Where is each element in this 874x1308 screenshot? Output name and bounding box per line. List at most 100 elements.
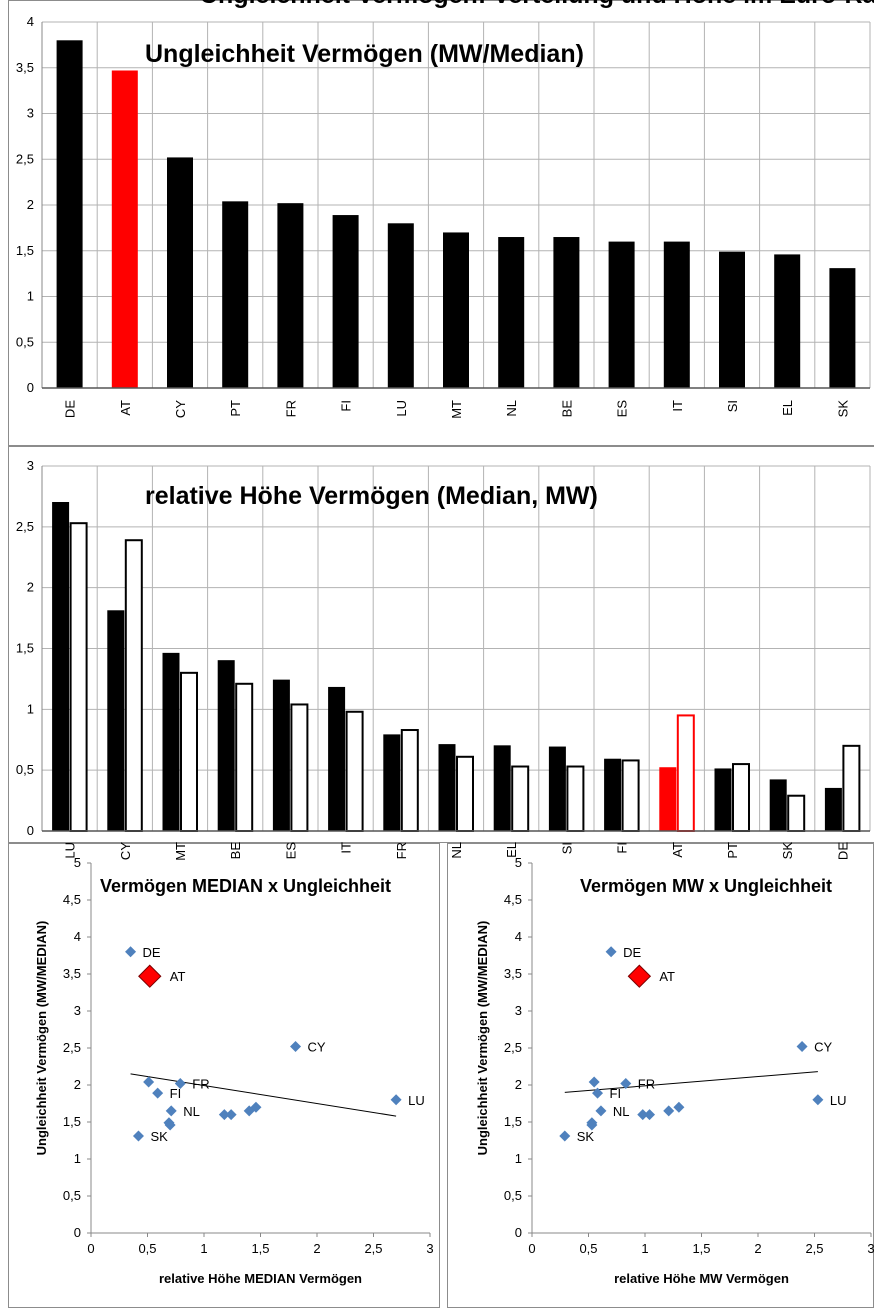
- point-ES: [644, 1109, 656, 1121]
- trendline: [130, 1073, 397, 1117]
- point-IT: [637, 1109, 649, 1121]
- y-tick-label: 2: [27, 580, 34, 595]
- chart-title: Ungleichheit Vermögen (MW/Median): [145, 40, 584, 68]
- x-tick-label: BE: [559, 400, 574, 418]
- x-tick-label: SK: [780, 842, 795, 860]
- y-tick-label: 0: [27, 823, 34, 838]
- x-tick-label: PT: [228, 400, 243, 417]
- point-label-NL: NL: [183, 1104, 200, 1119]
- x-tick-label: 2: [754, 1241, 761, 1256]
- x-tick-label: NL: [504, 400, 519, 417]
- point-ES: [225, 1109, 237, 1121]
- y-axis-label: Ungleichheit Vermögen (MW/MEDIAN): [475, 921, 490, 1156]
- x-tick-label: EL: [780, 400, 795, 416]
- x-tick-label: 1,5: [251, 1241, 269, 1256]
- point-CY: [796, 1041, 808, 1053]
- y-axis-label: Ungleichheit Vermögen (MW/MEDIAN): [34, 921, 49, 1156]
- bar-mean-DE: [842, 744, 861, 832]
- bar-PT: [222, 201, 249, 388]
- x-tick-label: DE: [835, 842, 850, 860]
- bar-BE: [553, 237, 580, 388]
- y-tick-label: 1,5: [504, 1114, 522, 1129]
- x-tick-label: SI: [559, 842, 574, 854]
- x-axis-label: relative Höhe MEDIAN Vermögen: [159, 1271, 362, 1286]
- bar-IT: [663, 241, 690, 388]
- bar-mean-FI: [621, 759, 640, 833]
- x-tick-label: FR: [394, 842, 409, 859]
- bar-LU: [387, 223, 414, 388]
- y-tick-label: 2: [515, 1077, 522, 1092]
- point-NL: [165, 1105, 177, 1117]
- bar-median-PT: [714, 768, 732, 832]
- bar-mean-SK: [787, 794, 806, 833]
- x-tick-label: IT: [670, 400, 685, 412]
- bar-mean-CY: [124, 539, 143, 832]
- point-FI: [152, 1087, 164, 1099]
- bar-median-MT: [162, 652, 180, 832]
- y-tick-label: 5: [74, 855, 81, 870]
- bar-ES: [608, 241, 635, 388]
- point-label-FR: FR: [638, 1077, 655, 1092]
- bar-median-FI: [604, 758, 622, 832]
- point-label-AT: AT: [659, 969, 675, 984]
- point-DE: [125, 946, 137, 958]
- point-SK: [132, 1130, 144, 1142]
- bar-median-ES: [272, 679, 290, 832]
- y-tick-label: 2: [74, 1077, 81, 1092]
- bar-FR: [277, 203, 304, 388]
- bar-median-IT: [328, 686, 346, 832]
- x-tick-label: AT: [670, 842, 685, 858]
- point-EL: [586, 1119, 598, 1131]
- y-tick-label: 0,5: [63, 1188, 81, 1203]
- x-tick-label: EL: [504, 842, 519, 858]
- bar-SI: [719, 251, 745, 388]
- y-tick-label: 3: [27, 106, 34, 121]
- point-CY: [290, 1041, 302, 1053]
- y-tick-label: 3,5: [16, 60, 34, 75]
- point-label-SK: SK: [577, 1129, 595, 1144]
- bar-NL: [498, 237, 525, 388]
- bar-median-LU: [52, 502, 70, 832]
- bar-MT: [443, 232, 469, 388]
- bar-median-DE: [824, 787, 842, 832]
- point-label-NL: NL: [613, 1104, 630, 1119]
- point-label-FI: FI: [170, 1086, 182, 1101]
- x-tick-label: ES: [283, 842, 298, 860]
- x-tick-label: 0,5: [579, 1241, 597, 1256]
- y-tick-label: 3: [515, 1003, 522, 1018]
- x-tick-label: FR: [283, 400, 298, 417]
- y-tick-label: 3: [74, 1003, 81, 1018]
- point-label-DE: DE: [143, 945, 161, 960]
- chart-title: relative Höhe Vermögen (Median, MW): [145, 482, 598, 510]
- point-SK: [559, 1130, 571, 1142]
- point-BE: [663, 1105, 675, 1117]
- point-label-DE: DE: [623, 945, 641, 960]
- x-tick-label: BE: [228, 842, 243, 860]
- y-tick-label: 0,5: [16, 334, 34, 349]
- x-tick-label: 2,5: [805, 1241, 823, 1256]
- point-LU: [812, 1094, 824, 1106]
- x-tick-label: IT: [339, 842, 354, 854]
- x-tick-label: 3: [867, 1241, 874, 1256]
- point-DE: [605, 946, 617, 958]
- point-label-CY: CY: [308, 1040, 326, 1055]
- x-tick-label: MT: [449, 400, 464, 419]
- x-tick-label: SK: [835, 400, 850, 418]
- x-tick-label: MT: [173, 842, 188, 861]
- bar-DE: [56, 40, 83, 389]
- y-tick-label: 1: [27, 289, 34, 304]
- y-tick-label: 5: [515, 855, 522, 870]
- y-tick-label: 3,5: [63, 966, 81, 981]
- y-tick-label: 0,5: [504, 1188, 522, 1203]
- bar-mean-MT: [180, 671, 198, 832]
- y-tick-label: 2,5: [63, 1040, 81, 1055]
- bar-SK: [829, 268, 856, 388]
- bar-mean-LU: [69, 522, 88, 833]
- bar-mean-SI: [566, 765, 585, 832]
- y-tick-label: 1: [27, 701, 34, 716]
- x-tick-label: ES: [615, 400, 630, 418]
- y-tick-label: 1: [515, 1151, 522, 1166]
- y-tick-label: 0: [27, 380, 34, 395]
- y-tick-label: 4: [515, 929, 522, 944]
- point-label-SK: SK: [150, 1129, 168, 1144]
